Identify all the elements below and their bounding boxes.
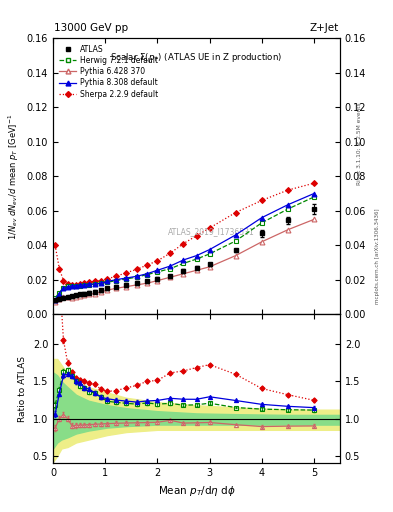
Text: Z+Jet: Z+Jet	[310, 23, 339, 33]
Text: Scalar $\Sigma(p_T)$ (ATLAS UE in Z production): Scalar $\Sigma(p_T)$ (ATLAS UE in Z prod…	[110, 51, 283, 64]
Text: mcplots.cern.ch [arXiv:1306.3436]: mcplots.cern.ch [arXiv:1306.3436]	[375, 208, 380, 304]
Y-axis label: Ratio to ATLAS: Ratio to ATLAS	[18, 356, 27, 422]
Text: 13000 GeV pp: 13000 GeV pp	[54, 23, 129, 33]
X-axis label: Mean $p_T$/d$\eta$ d$\phi$: Mean $p_T$/d$\eta$ d$\phi$	[158, 484, 235, 498]
Text: Rivet 3.1.10; ≥ 2.5M events: Rivet 3.1.10; ≥ 2.5M events	[357, 102, 362, 185]
Legend: ATLAS, Herwig 7.2.1 default, Pythia 6.428 370, Pythia 8.308 default, Sherpa 2.2.: ATLAS, Herwig 7.2.1 default, Pythia 6.42…	[57, 42, 160, 101]
Y-axis label: $1/N_{ev}$ $dN_{ev}/d$ mean $p_T$ [GeV]$^{-1}$: $1/N_{ev}$ $dN_{ev}/d$ mean $p_T$ [GeV]$…	[7, 113, 21, 240]
Text: ATLAS_2019_I1736531: ATLAS_2019_I1736531	[167, 227, 254, 236]
